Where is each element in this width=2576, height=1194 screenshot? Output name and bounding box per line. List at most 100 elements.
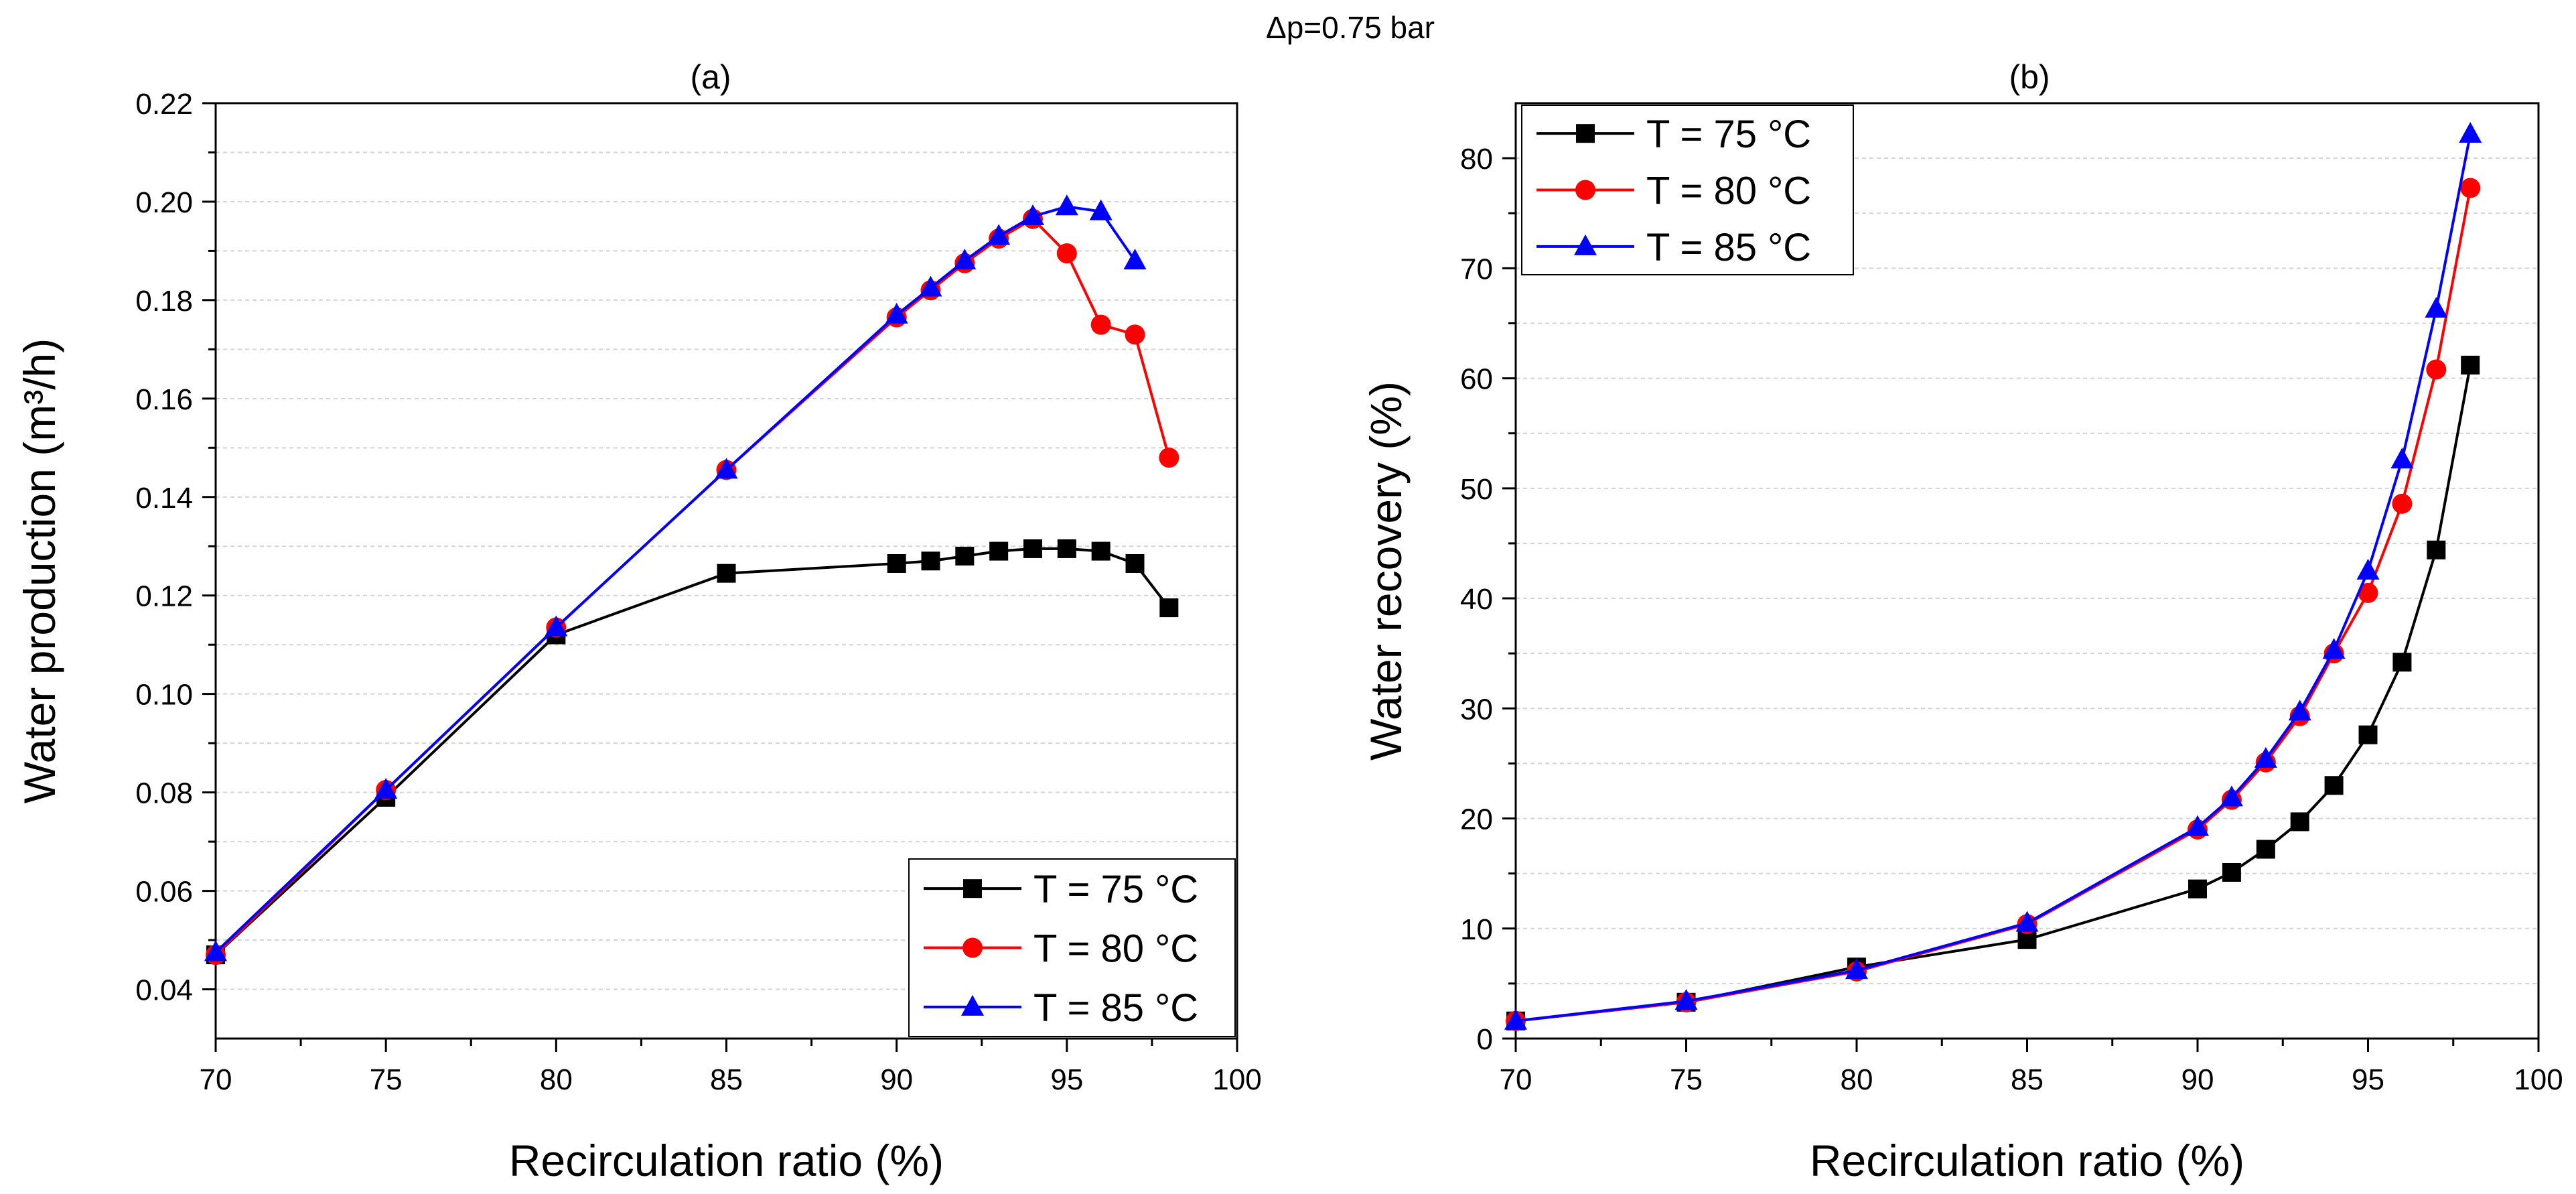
data-point xyxy=(2220,785,2243,807)
data-point xyxy=(2358,582,2378,603)
data-point xyxy=(374,777,398,799)
chart-a: 70 75 80 85 90 95 100 0.04 0.06 0.08 0.10 0.12 0.14 0… xyxy=(15,58,1262,1185)
data-point xyxy=(953,249,977,270)
legend-a: T = 75 °C T = 80 °C T = 85 °C xyxy=(908,858,1236,1037)
data-point xyxy=(885,302,908,324)
data-point xyxy=(1159,598,1179,618)
data-point xyxy=(1089,199,1113,220)
legend-marker xyxy=(1576,124,1595,143)
data-point xyxy=(2254,746,2277,768)
y-tick-label: 0.16 xyxy=(135,383,193,416)
data-point xyxy=(919,275,942,297)
y-axis-label-a: Water production (m³/h) xyxy=(15,338,64,803)
y-tick-label: 0.18 xyxy=(135,285,193,318)
data-point xyxy=(2186,815,2209,836)
data-point xyxy=(921,551,940,571)
x-tick-label: 80 xyxy=(540,1063,573,1096)
data-point xyxy=(2290,812,2309,832)
legend-label: T = 85 °C xyxy=(1033,986,1198,1030)
y-tick-label: 0 xyxy=(1477,1023,1493,1056)
x-tick-label: 100 xyxy=(1212,1063,1261,1096)
data-point xyxy=(2392,493,2413,514)
data-point xyxy=(545,615,568,637)
panel-title-b: (b) xyxy=(2009,58,2050,96)
series-b-3 xyxy=(1504,121,2482,1030)
y-tick-label: 0.10 xyxy=(135,679,193,712)
data-point xyxy=(1090,314,1111,335)
legend-marker xyxy=(962,937,983,958)
data-point xyxy=(2358,725,2378,744)
data-point xyxy=(1674,989,1698,1010)
x-axis-label-a: Recirculation ratio (%) xyxy=(509,1136,944,1185)
data-point xyxy=(2188,879,2207,899)
data-point xyxy=(887,553,906,573)
x-tick-label: 90 xyxy=(880,1063,913,1096)
series-b-2 xyxy=(1506,178,2481,1031)
grid-b xyxy=(1516,103,2538,984)
data-point xyxy=(2460,178,2481,198)
legend-marker xyxy=(961,994,984,1016)
y-tick-label: 0.14 xyxy=(135,482,193,515)
y-tick-label: 40 xyxy=(1460,583,1493,616)
data-point xyxy=(1125,553,1145,573)
figure-suptitle: Δp=0.75 bar xyxy=(1266,10,1435,45)
chart-b: 70 75 80 85 90 95 100 0 10 20 30 40 50 60 70 80 (b) Recir… xyxy=(1361,58,2563,1185)
y-tick-label: 80 xyxy=(1460,143,1493,176)
data-point xyxy=(2461,355,2480,375)
x-tick-label: 85 xyxy=(2011,1063,2044,1096)
data-point xyxy=(1125,324,1145,345)
data-point xyxy=(2427,540,2446,559)
data-point xyxy=(2392,653,2412,672)
data-point xyxy=(1123,249,1147,270)
x-tick-label: 90 xyxy=(2181,1063,2214,1096)
x-tick-label: 70 xyxy=(200,1063,232,1096)
x-tick-label: 100 xyxy=(2514,1063,2563,1096)
data-point xyxy=(717,563,736,583)
data-point xyxy=(2426,359,2447,380)
data-point xyxy=(2356,559,2380,580)
data-point xyxy=(2015,911,2039,932)
x-axis-label-b: Recirculation ratio (%) xyxy=(1810,1136,2244,1185)
data-point xyxy=(204,940,227,961)
panel-title-a: (a) xyxy=(690,58,731,96)
y-tick-label: 0.22 xyxy=(135,88,193,121)
legend-label: T = 80 °C xyxy=(1033,927,1198,971)
y-tick-label: 0.06 xyxy=(135,876,193,909)
data-point xyxy=(2288,700,2311,721)
data-point xyxy=(2256,840,2275,859)
data-point xyxy=(1056,243,1077,264)
legend-b: T = 75 °C T = 80 °C T = 85 °C xyxy=(1521,105,1854,275)
y-tick-label: 20 xyxy=(1460,803,1493,836)
x-tick-label: 85 xyxy=(710,1063,743,1096)
y-tick-label: 70 xyxy=(1460,253,1493,285)
legend-label: T = 75 °C xyxy=(1033,868,1198,911)
legend-label: T = 75 °C xyxy=(1646,113,1811,156)
legend-marker xyxy=(963,879,982,899)
data-point xyxy=(1023,539,1042,558)
data-point xyxy=(2222,863,2241,882)
data-point xyxy=(1021,204,1044,225)
x-tick-label: 80 xyxy=(1841,1063,1873,1096)
data-point xyxy=(989,541,1009,561)
data-point xyxy=(2425,297,2448,318)
data-point xyxy=(1159,448,1179,468)
y-tick-label: 60 xyxy=(1460,363,1493,396)
x-tick-label: 70 xyxy=(1500,1063,1532,1096)
y-tick-label: 30 xyxy=(1460,693,1493,726)
x-tick-label: 75 xyxy=(370,1063,403,1096)
data-point xyxy=(1055,194,1078,216)
x-tick-label: 95 xyxy=(1050,1063,1083,1096)
y-tick-label: 0.08 xyxy=(135,777,193,810)
data-point xyxy=(715,458,738,479)
data-point xyxy=(1091,541,1111,561)
data-point xyxy=(2322,638,2346,659)
y-tick-label: 0.20 xyxy=(135,186,193,219)
data-point xyxy=(2459,121,2482,143)
legend-marker xyxy=(1574,234,1597,255)
data-point xyxy=(1845,958,1868,980)
legend-label: T = 85 °C xyxy=(1646,226,1811,269)
data-point xyxy=(2324,776,2344,795)
data-point xyxy=(955,546,975,566)
series-line xyxy=(1515,364,2472,1022)
x-tick-label: 75 xyxy=(1670,1063,1703,1096)
